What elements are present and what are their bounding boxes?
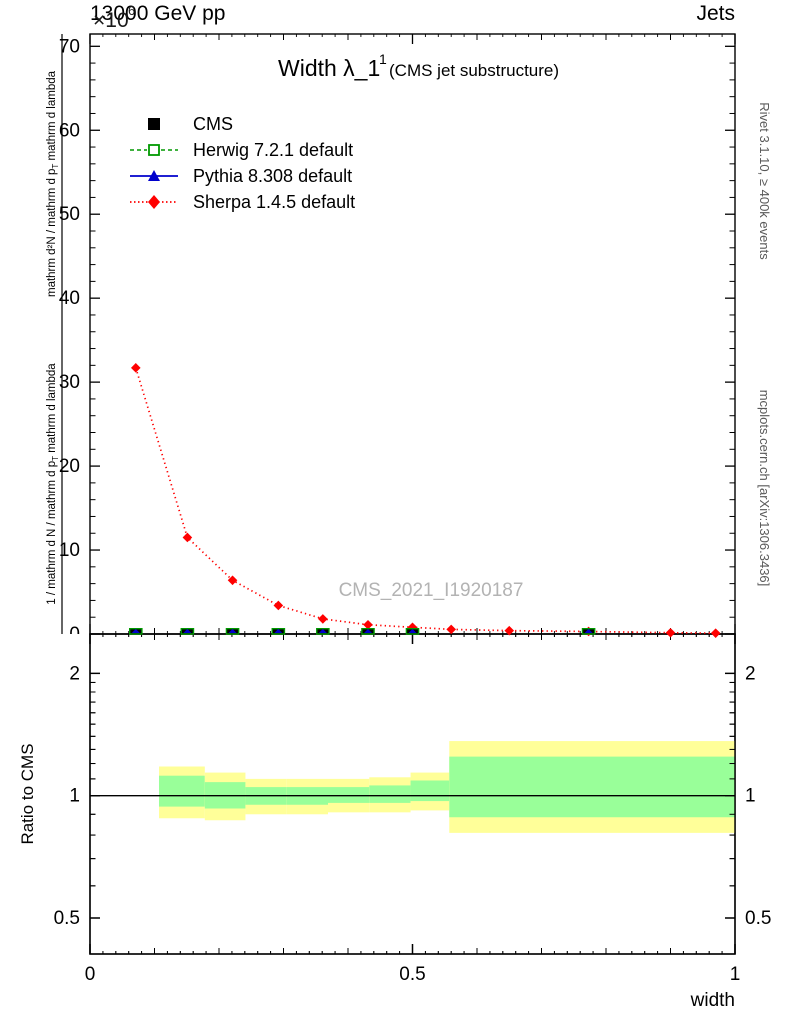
svg-text:Jets: Jets [696,2,735,25]
svg-text:1: 1 [745,786,756,807]
svg-text:1 / mathrm d N / mathrm d pT m: 1 / mathrm d N / mathrm d pT mathrm d la… [46,363,60,605]
svg-text:mathrm d²N / mathrm d pT mathr: mathrm d²N / mathrm d pT mathrm d lambda [46,70,60,297]
svg-text:mcplots.cern.ch [arXiv:1306.34: mcplots.cern.ch [arXiv:1306.3436] [757,390,772,587]
svg-text:0.5: 0.5 [399,964,425,985]
svg-text:0.5: 0.5 [745,908,771,929]
svg-text:Rivet 3.1.10, ≥ 400k events: Rivet 3.1.10, ≥ 400k events [757,102,772,260]
svg-text:0.5: 0.5 [54,908,80,929]
svg-text:(CMS jet substructure): (CMS jet substructure) [389,61,559,80]
svg-text:CMS: CMS [193,114,233,134]
svg-text:Width λ_1: Width λ_1 [278,55,380,81]
svg-text:width: width [690,990,735,1011]
svg-text:2: 2 [69,663,80,684]
svg-text:Ratio to CMS: Ratio to CMS [18,743,37,844]
svg-text:CMS_2021_I1920187: CMS_2021_I1920187 [339,580,524,601]
svg-text:6: 6 [128,3,135,18]
svg-text:Pythia 8.308 default: Pythia 8.308 default [193,166,352,186]
svg-text:Herwig 7.2.1 default: Herwig 7.2.1 default [193,140,353,160]
svg-text:2: 2 [745,663,756,684]
svg-text:0: 0 [85,964,96,985]
svg-text:1: 1 [379,51,387,67]
svg-text:Sherpa 1.4.5 default: Sherpa 1.4.5 default [193,192,355,212]
svg-text:1: 1 [730,964,741,985]
svg-text:1: 1 [69,786,80,807]
svg-text:×10: ×10 [93,9,129,32]
